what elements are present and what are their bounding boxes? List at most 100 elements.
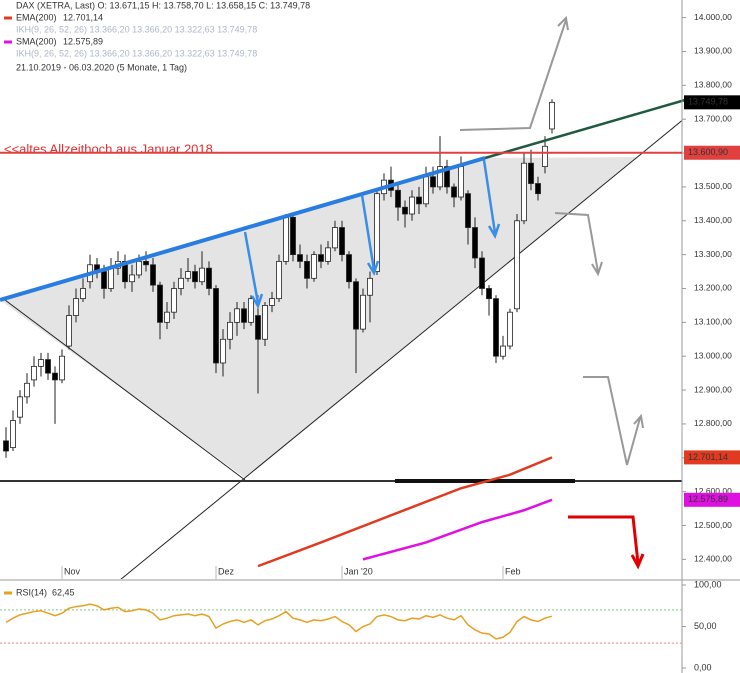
candle-body (255, 315, 261, 340)
overlays (0, 15, 686, 570)
candle-body (269, 298, 275, 306)
candle-body (59, 355, 65, 381)
arrow (459, 15, 569, 131)
y-tick-label: 13.700,00 (694, 113, 732, 123)
candle-body (458, 166, 464, 198)
arrow (243, 231, 264, 309)
candle-body (171, 288, 177, 313)
candle-body (3, 440, 9, 452)
legend-entry: RSI(14) (16, 587, 47, 597)
candle-body (507, 311, 513, 347)
candle-body (521, 162, 527, 222)
y-tick-label: 13.000,00 (694, 350, 732, 360)
price-label-box (684, 95, 740, 110)
candle-body (80, 288, 86, 300)
candle-body (374, 193, 380, 272)
candle-body (31, 365, 37, 381)
legend-entry: IKH(9, 26, 52, 26) 13.366,20 13.366,20 1… (16, 24, 257, 34)
candle-body (514, 220, 520, 310)
candle-body (311, 254, 317, 279)
candle-body (150, 264, 156, 286)
candle-body (444, 166, 450, 188)
candle-body (479, 257, 485, 289)
x-tick-label: Feb (505, 566, 521, 576)
candle-body (549, 101, 555, 130)
candle-body (164, 311, 170, 323)
candle-body (276, 260, 282, 300)
y-tick-label: 0,00 (694, 662, 712, 672)
candle-body (542, 145, 548, 167)
candle-body (339, 227, 345, 256)
arrow (554, 212, 603, 277)
candle-body (500, 345, 506, 357)
candle-body (143, 260, 149, 266)
candle-body (437, 166, 443, 188)
annotation: <<altes Allzeithoch aus Januar 2018 (4, 141, 213, 156)
y-tick-label: 50,00 (694, 621, 717, 631)
candle-body (451, 186, 457, 198)
y-tick-label: 12.800,00 (694, 418, 732, 428)
candle-body (227, 321, 233, 340)
candle-body (493, 298, 499, 357)
price-label: 12.575,89 (688, 494, 728, 504)
legend-entry: EMA(200) (16, 12, 57, 22)
y-tick-label: 13.500,00 (694, 181, 732, 191)
price-label-box (684, 145, 740, 160)
candle-body (290, 216, 296, 256)
candle-body (318, 254, 324, 262)
plot (3, 99, 555, 568)
candle-body (185, 271, 191, 279)
candle-body (129, 274, 135, 283)
price-label: 12.701,14 (688, 452, 728, 462)
arrows (459, 15, 644, 466)
candle-body (17, 396, 23, 418)
candle-body (24, 382, 30, 398)
candle-body (395, 189, 401, 208)
candle-body (465, 193, 471, 228)
arrow (583, 376, 644, 466)
candle-body (423, 176, 429, 205)
wedge-line (4, 299, 246, 481)
candle-body (192, 271, 198, 283)
candle-body (52, 372, 58, 381)
candle-body (66, 315, 72, 347)
candle-body (304, 260, 310, 279)
legend-entry: DAX (XETRA, Last) O: 13.671,15 H: 13.758… (16, 0, 310, 10)
candle-body (472, 227, 478, 259)
y-tick-label: 13.300,00 (694, 249, 732, 259)
y-tick-label: 13.800,00 (694, 80, 732, 90)
candle-body (10, 420, 16, 449)
legend-value: 12.701,14 (63, 12, 103, 22)
y-tick-label: 13.900,00 (694, 46, 732, 56)
legend-value: 12.575,89 (63, 36, 103, 46)
candle-body (101, 271, 107, 289)
candle-body (346, 254, 352, 283)
candle-body (360, 294, 366, 330)
candle-body (38, 359, 44, 367)
drawings (0, 119, 682, 579)
trend-line (484, 98, 686, 160)
y-tick-label: 13.200,00 (694, 283, 732, 293)
candle-body (108, 267, 114, 289)
candle-body (262, 305, 268, 340)
candle-body (213, 288, 219, 364)
candle-body (45, 359, 51, 374)
y-tick-label: 12.600,00 (694, 486, 732, 496)
price-label: 13.749,78 (688, 97, 728, 107)
legend-entry: 21.10.2019 - 06.03.2020 (5 Monate, 1 Tag… (16, 62, 187, 72)
candle-body (178, 277, 184, 289)
price-label-box (684, 492, 740, 507)
candle-body (528, 162, 534, 184)
candle-body (535, 183, 541, 195)
candle-body (234, 308, 240, 323)
arrow (360, 194, 380, 276)
candle-body (332, 227, 338, 249)
indicator-line (362, 498, 553, 561)
candle-body (199, 267, 205, 283)
candle-body (367, 277, 373, 296)
candle-body (430, 176, 436, 188)
trend-line (0, 156, 486, 302)
x-tick-label: Jan '20 (344, 566, 373, 576)
y-tick-label: 13.100,00 (694, 317, 732, 327)
